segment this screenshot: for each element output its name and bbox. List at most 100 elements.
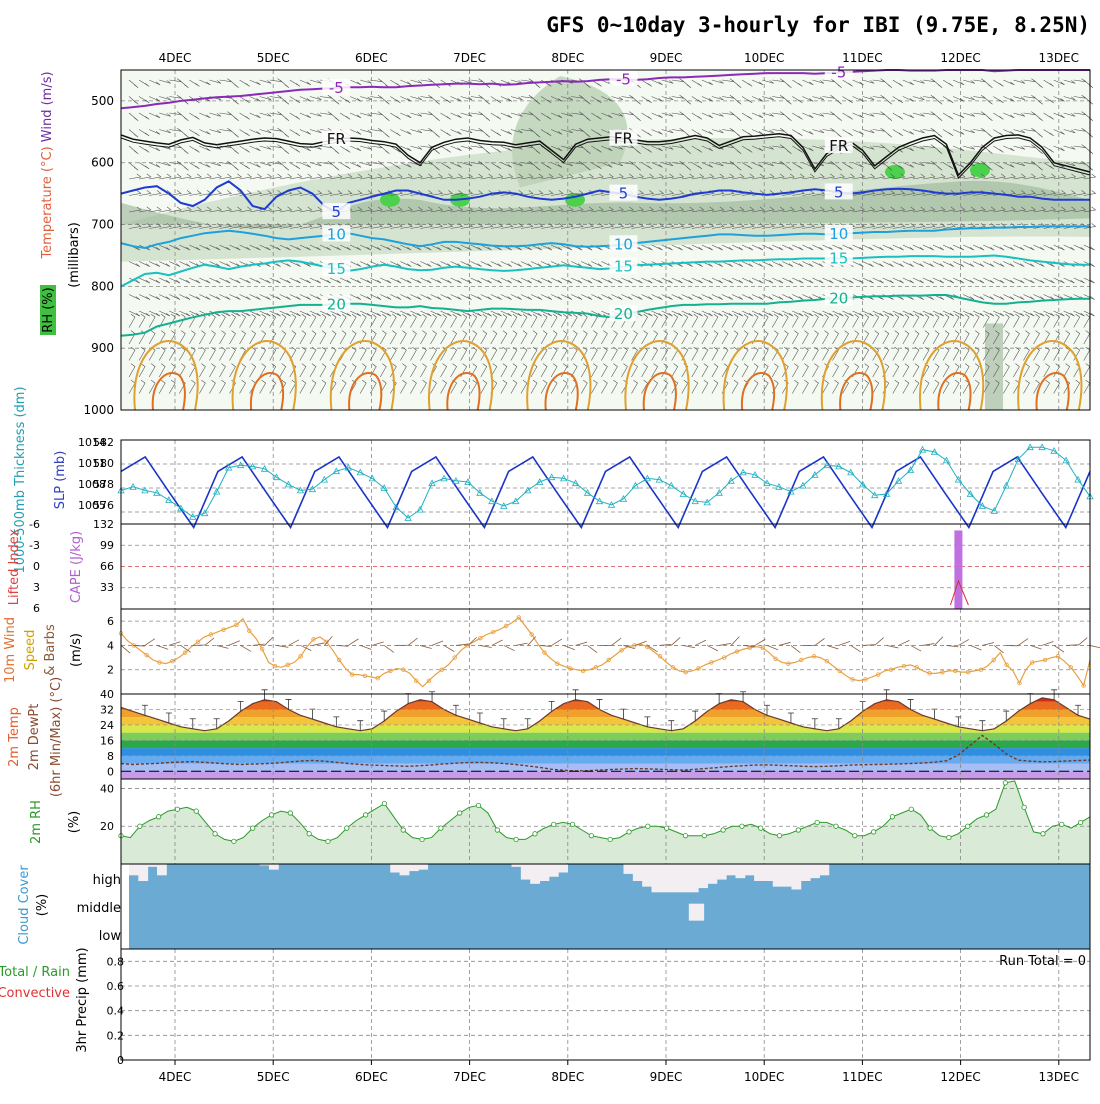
bottom-date-label: 5DEC (257, 1070, 290, 1084)
cape-tick: 132 (93, 518, 114, 531)
temp-axis-label-1-text: 2m Temp (7, 707, 22, 767)
cloud-row-label: middle (77, 901, 121, 916)
precip-axis-label-part: 3hr Precip (mm) (75, 947, 90, 1052)
cloud-high-gap (819, 864, 829, 875)
upper-left-label-text: Temperature (°C) Wind (m/s) (40, 71, 55, 259)
temperature-contour-label: -5 (831, 63, 846, 81)
cloud-high-gap (670, 864, 680, 892)
slp-tick: 1008 (78, 478, 106, 491)
rh-point (251, 826, 255, 830)
temp-band (121, 756, 1090, 764)
wind-axis-label-2: Speed (23, 630, 38, 671)
temperature-contour-label: 5 (834, 183, 844, 201)
cloud-high-gap (418, 864, 428, 870)
cloud-high-gap (735, 864, 745, 878)
rh-point (476, 803, 480, 807)
temp-axis-label-2-part: 2m DewPt (27, 704, 42, 771)
rh-point (740, 824, 744, 828)
li-tick: -3 (29, 539, 40, 552)
rh-point (815, 820, 819, 824)
cloud-high-gap (409, 864, 419, 871)
rh-axis-label-1-part: 2m RH (29, 800, 44, 844)
cloud-high-gap (810, 864, 820, 878)
upper-unit-label-part: (millibars) (67, 222, 82, 288)
rh-point (664, 826, 668, 830)
rh-legend-label: RH (%) (41, 287, 56, 332)
top-date-label: 7DEC (453, 51, 486, 65)
rh-point (495, 828, 499, 832)
temperature-contour-label: 15 (327, 260, 346, 278)
cloud-high-gap (791, 864, 801, 890)
slp-tick: 1011 (78, 457, 106, 470)
cape-bar (954, 530, 962, 609)
cloud-high-gap (651, 864, 661, 892)
temperature-contour-label: FR (614, 130, 633, 148)
cloud-high-gap (679, 864, 689, 892)
temp-band (121, 733, 1090, 741)
rh-point (194, 809, 198, 813)
upper-unit-label: (millibars) (67, 222, 82, 288)
top-date-label: 6DEC (355, 51, 388, 65)
wind-axis-label-4: (m/s) (69, 633, 84, 667)
wind-axis-label-1-part: 10m Wind (3, 617, 18, 683)
slp-tick: 1014 (78, 436, 106, 449)
bottom-date-label: 11DEC (842, 1070, 882, 1084)
pressure-tick-label: 500 (91, 94, 114, 108)
temp-axis-label-2-text: 2m DewPt (27, 704, 42, 771)
rh-point (232, 839, 236, 843)
rh-point (871, 830, 875, 834)
rh-point (175, 807, 179, 811)
top-date-label: 4DEC (159, 51, 192, 65)
wind-axis-label-4-part: (m/s) (69, 633, 84, 667)
rh-point (401, 828, 405, 832)
cloud-row-label: high (93, 873, 121, 888)
pressure-tick-label: 900 (91, 341, 114, 355)
li-tick: 6 (33, 602, 40, 615)
temp-axis-label-3-part: (6hr Min/Max) (°C) (49, 677, 64, 797)
temp-axis-label-3-text: (6hr Min/Max) (°C) (49, 677, 64, 797)
rh-point (138, 824, 142, 828)
wind-axis-label-2-part: Speed (23, 630, 38, 671)
temperature-contour-label: 5 (619, 185, 629, 203)
bottom-date-label: 12DEC (940, 1070, 980, 1084)
upper-left-label-part: Wind (m/s) (40, 71, 55, 142)
rh-point (683, 833, 687, 837)
rh-axis-label-1: 2m RH (29, 800, 44, 844)
temperature-contour-label: FR (327, 130, 346, 148)
li-axis-label-text: Lifted Index (7, 528, 22, 605)
wind-tick: 2 (107, 664, 114, 677)
rh-point (1060, 822, 1064, 826)
rh-point (627, 830, 631, 834)
temp-tick: 16 (100, 734, 114, 747)
temperature-contour-label: 10 (829, 225, 848, 243)
run-total-label: Run Total = 0 (999, 954, 1086, 969)
precip-legend-convective: Convective (0, 986, 70, 1001)
temp-axis-label-2: 2m DewPt (27, 704, 42, 771)
rh-point (777, 833, 781, 837)
li-tick: -6 (29, 518, 40, 531)
wind-axis-label-3: & Barbs (43, 624, 58, 676)
bottom-date-label: 6DEC (355, 1070, 388, 1084)
wind-axis-label-1: 10m Wind (3, 617, 18, 683)
rh-point (552, 822, 556, 826)
upper-left-label: Temperature (°C) Wind (m/s) (40, 71, 55, 259)
cloud-high-gap (745, 864, 755, 875)
bottom-date-label: 8DEC (551, 1070, 584, 1084)
bottom-date-label: 13DEC (1039, 1070, 1079, 1084)
cape-axis-label-part: CAPE (J/kg) (69, 531, 84, 603)
rh-point (307, 832, 311, 836)
rh-axis-label-2: (%) (67, 811, 82, 834)
cloud-high-gap (773, 864, 783, 887)
top-date-label: 5DEC (257, 51, 290, 65)
temperature-contour-label: 15 (829, 250, 848, 268)
temp-tick: 24 (100, 719, 114, 732)
rh-point (288, 811, 292, 815)
temperature-contour-label: FR (829, 137, 848, 155)
rh-point (1003, 781, 1007, 785)
rh-axis-label-2-text: (%) (67, 811, 82, 834)
precip-axis-label: 3hr Precip (mm) (75, 947, 90, 1052)
cloud-high-gap (782, 864, 792, 887)
pressure-tick-label: 600 (91, 156, 114, 170)
temperature-contour-label: 15 (614, 258, 633, 276)
